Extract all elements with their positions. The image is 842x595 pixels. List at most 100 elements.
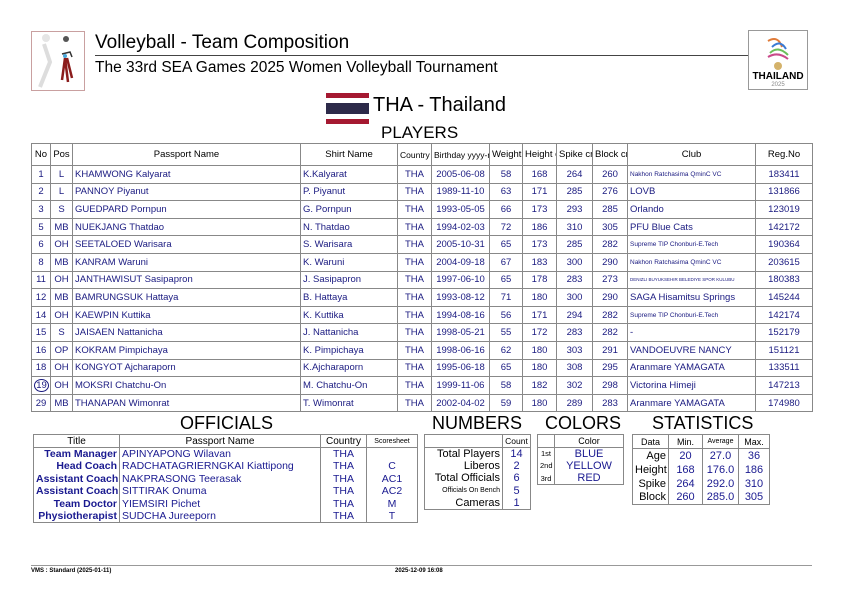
statistics-row: Age 20 27.0 36 xyxy=(632,448,770,463)
player-club: Supreme TIP Chonburi-E.Tech xyxy=(627,235,756,254)
player-spike: 283 xyxy=(556,323,593,342)
player-passport-name: GUEDPARD Pornpun xyxy=(72,200,301,219)
colors-blank-header xyxy=(537,434,555,448)
player-row: 16 OP KOKRAM Pimpichaya K. Pimpichaya THA 199… xyxy=(31,340,813,360)
player-shirt-name: G. Pornpun xyxy=(300,200,398,219)
player-passport-name: KHAMWONG Kalyarat xyxy=(72,165,301,184)
player-reg-no: 180383 xyxy=(755,270,813,290)
column-header-club: Club xyxy=(627,143,756,166)
column-header-reg-no: Reg.No xyxy=(755,143,813,166)
player-weight: 65 xyxy=(489,270,523,290)
player-row: 15 S JAISAEN Nattanicha J. Nattanicha THA 199… xyxy=(31,323,813,342)
player-spike: 300 xyxy=(556,252,593,272)
color-value: YELLOW xyxy=(554,459,624,472)
player-country-code: THA xyxy=(397,217,432,237)
column-header-spike: Spike cm xyxy=(556,143,593,166)
numbers-label: Cameras xyxy=(424,497,503,510)
player-country-code: THA xyxy=(397,376,432,395)
column-header-passport-name: Passport Name xyxy=(72,143,301,166)
column-header-block: Block cm xyxy=(592,143,628,166)
player-shirt-name: P. Piyanut xyxy=(300,182,398,202)
player-birthday: 2005-06-08 xyxy=(431,165,490,184)
player-passport-name: KAEWPIN Kuttika xyxy=(72,305,301,325)
officials-table: Title Passport Name Country Scoresheet Team… xyxy=(33,434,418,523)
official-passport-name: SUDCHA Jureeporn xyxy=(119,510,321,523)
player-row: 29 MB THANAPAN Wimonrat T. Wimonrat THA 2002-… xyxy=(31,393,813,413)
player-spike: 293 xyxy=(556,200,593,219)
player-passport-name: MOKSRI Chatchu-On xyxy=(72,376,301,395)
player-spike: 294 xyxy=(556,305,593,325)
statistics-data: Age xyxy=(632,448,669,463)
column-header-pos: Pos xyxy=(50,143,73,166)
player-row: 2 L PANNOY Piyanut P. Piyanut THA 1989-11-10 6… xyxy=(31,182,813,202)
player-height: 182 xyxy=(522,376,557,395)
official-title: Assistant Coach xyxy=(33,485,120,498)
player-weight: 58 xyxy=(489,376,523,395)
statistics-header-average: Average xyxy=(702,434,739,449)
player-weight: 71 xyxy=(489,288,523,307)
logo-text: THAILAND xyxy=(752,71,804,82)
official-country: THA xyxy=(320,460,367,473)
player-height: 171 xyxy=(522,305,557,325)
captain-marker: 19 xyxy=(34,378,49,392)
numbers-row: Total Players 14 xyxy=(424,447,531,460)
player-row: 3 S GUEDPARD Pornpun G. Pornpun THA 1993-05-0… xyxy=(31,200,813,219)
player-reg-no: 151121 xyxy=(755,340,813,360)
official-scoresheet: T xyxy=(366,510,418,523)
column-header-country-code: Country Code xyxy=(397,143,432,166)
player-shirt-name: K. Waruni xyxy=(300,252,398,272)
player-no: 15 xyxy=(31,323,51,342)
numbers-count: 2 xyxy=(502,459,531,472)
statistics-average: 27.0 xyxy=(702,448,739,463)
player-reg-no: 133511 xyxy=(755,358,813,378)
player-weight: 55 xyxy=(489,323,523,342)
column-header-shirt-name: Shirt Name xyxy=(300,143,398,166)
player-shirt-name: N. Thatdao xyxy=(300,217,398,237)
team-name: THA - Thailand xyxy=(373,94,507,116)
official-country: THA xyxy=(320,472,367,485)
player-shirt-name: B. Hattaya xyxy=(300,288,398,307)
player-spike: 289 xyxy=(556,393,593,413)
player-no: 5 xyxy=(31,217,51,237)
player-reg-no: 174980 xyxy=(755,393,813,413)
player-club: Aranmare YAMAGATA xyxy=(627,358,756,378)
statistics-average: 176.0 xyxy=(702,462,739,477)
official-row: Team Manager APINYAPONG Wilavan THA xyxy=(33,447,418,460)
player-reg-no: 142172 xyxy=(755,217,813,237)
player-no: 6 xyxy=(31,235,51,254)
thailand-flag-icon xyxy=(326,93,369,124)
player-pos: OH xyxy=(50,235,73,254)
player-no: 18 xyxy=(31,358,51,378)
column-header-no: No xyxy=(31,143,51,166)
official-passport-name: NAKPRASONG Teerasak xyxy=(119,472,321,485)
tournament-subtitle: The 33rd SEA Games 2025 Women Volleyball… xyxy=(95,59,498,76)
player-no: 14 xyxy=(31,305,51,325)
player-weight: 63 xyxy=(489,182,523,202)
player-weight: 65 xyxy=(489,235,523,254)
numbers-label: Liberos xyxy=(424,459,503,472)
statistics-min: 260 xyxy=(668,490,703,505)
official-scoresheet: M xyxy=(366,497,418,510)
player-pos: L xyxy=(50,182,73,202)
color-header: Color xyxy=(554,434,624,448)
player-block: 285 xyxy=(592,200,628,219)
player-pos: S xyxy=(50,200,73,219)
numbers-blank-header xyxy=(424,434,503,448)
player-height: 171 xyxy=(522,182,557,202)
player-block: 290 xyxy=(592,288,628,307)
title-divider xyxy=(95,55,748,56)
count-header: Count xyxy=(502,434,531,448)
player-birthday: 1994-02-03 xyxy=(431,217,490,237)
player-country-code: THA xyxy=(397,305,432,325)
player-block: 283 xyxy=(592,393,628,413)
player-row: 1 L KHAMWONG Kalyarat K.Kalyarat THA 2005-06-… xyxy=(31,165,813,184)
player-weight: 56 xyxy=(489,305,523,325)
player-height: 180 xyxy=(522,288,557,307)
player-country-code: THA xyxy=(397,323,432,342)
player-reg-no: 131866 xyxy=(755,182,813,202)
player-country-code: THA xyxy=(397,182,432,202)
statistics-max: 305 xyxy=(738,490,770,505)
player-no: 16 xyxy=(31,340,51,360)
player-no: 3 xyxy=(31,200,51,219)
player-passport-name: SEETALOED Warisara xyxy=(72,235,301,254)
